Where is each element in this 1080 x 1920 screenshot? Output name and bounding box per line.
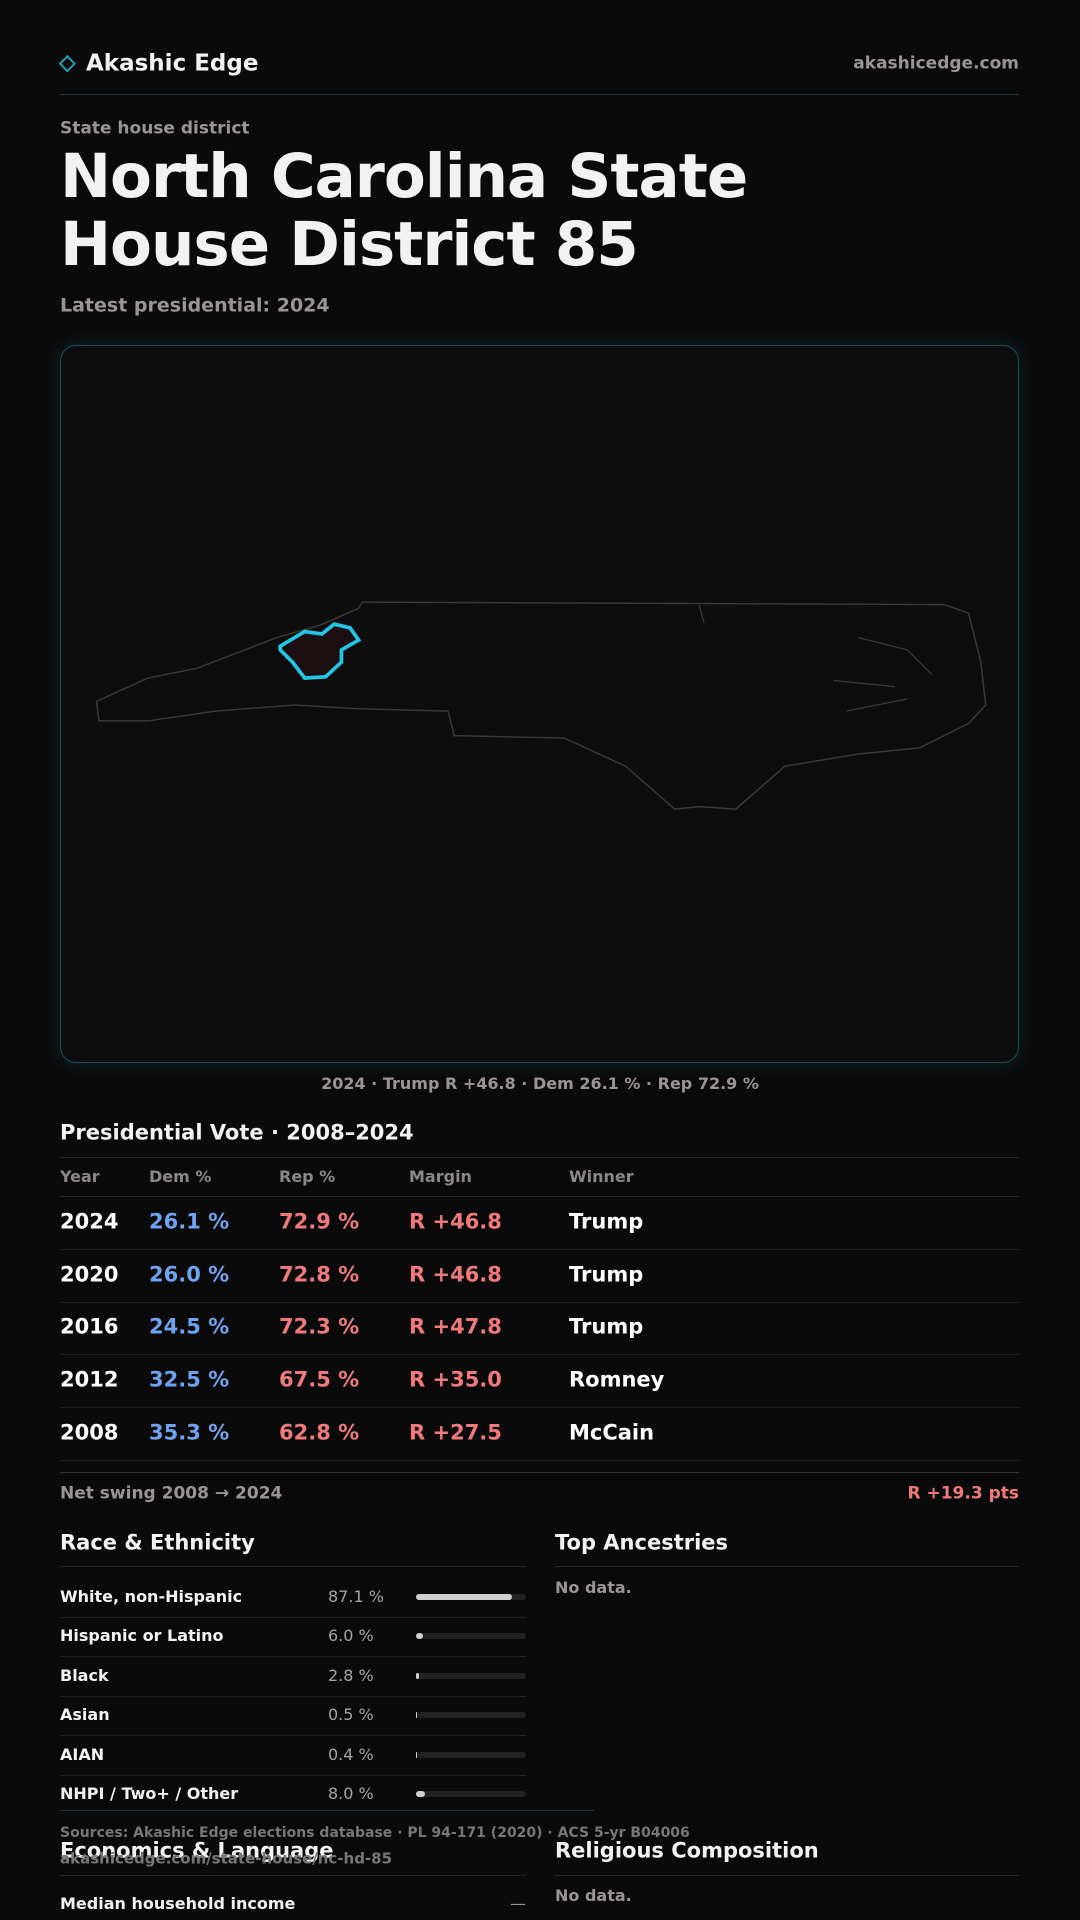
race-title: Race & Ethnicity: [60, 1530, 255, 1555]
table-cell: 72.9 %: [279, 1209, 360, 1234]
religion-rule: [555, 1875, 1019, 1876]
ancestry-rule: [555, 1566, 1019, 1567]
race-share: 0.4 %: [328, 1744, 374, 1764]
race-label: Hispanic or Latino: [60, 1626, 224, 1646]
brand: Akashic Edge: [86, 50, 259, 77]
district-map: [95, 601, 987, 810]
table-cell: 2024: [60, 1209, 119, 1234]
religion-title: Religious Composition: [555, 1838, 819, 1863]
table-cell: R +35.0: [409, 1367, 502, 1392]
column-header: Dem %: [149, 1167, 212, 1186]
domain[interactable]: akashicedge.com: [853, 53, 1019, 74]
table-cell: Romney: [569, 1367, 665, 1392]
race-share: 2.8 %: [328, 1665, 374, 1685]
table-cell: 72.3 %: [279, 1314, 360, 1339]
race-share: 0.5 %: [328, 1705, 374, 1725]
row-rule: [60, 1656, 526, 1658]
table-cell: McCain: [569, 1420, 655, 1445]
row-rule: [60, 1249, 1019, 1250]
row-rule: [60, 1354, 1019, 1356]
footer-rule: [60, 1810, 594, 1811]
share-bar: [416, 1633, 423, 1640]
economics-label: Median household income: [60, 1894, 296, 1913]
table-cell: Trump: [569, 1209, 644, 1234]
share-bar: [416, 1672, 420, 1679]
share-bar: [416, 1791, 425, 1797]
page-title: North Carolina State House District 85: [60, 141, 748, 280]
table-cell: 26.1 %: [149, 1209, 230, 1234]
swing-value: R +19.3 pts: [907, 1483, 1019, 1504]
race-label: AIAN: [60, 1744, 105, 1764]
table-cell: 2020: [60, 1262, 119, 1287]
row-rule: [60, 1695, 526, 1697]
table-title: Presidential Vote · 2008–2024: [60, 1120, 414, 1145]
row-rule: [60, 1407, 1019, 1409]
row-rule: [60, 1617, 526, 1618]
sources: Sources: Akashic Edge elections database…: [60, 1825, 690, 1841]
table-cell: 32.5 %: [149, 1367, 230, 1392]
race-share: 6.0 %: [328, 1626, 374, 1646]
economics-value: —: [510, 1894, 526, 1913]
table-cell: R +47.8: [409, 1314, 502, 1339]
ancestry-title: Top Ancestries: [555, 1530, 729, 1555]
map-caption: 2024 · Trump R +46.8 · Dem 26.1 % · Rep …: [321, 1074, 759, 1093]
share-bar: [416, 1712, 417, 1719]
table-cell: 2008: [60, 1420, 119, 1445]
table-cell: 26.0 %: [149, 1262, 230, 1287]
race-share: 87.1 %: [328, 1587, 384, 1606]
economics-title: Economics & Language: [60, 1838, 334, 1863]
bar-track: [416, 1712, 526, 1719]
table-cell: Trump: [569, 1314, 644, 1339]
table-cell: 67.5 %: [279, 1367, 360, 1392]
subtitle: Latest presidential: 2024: [60, 294, 330, 317]
bar-track: [416, 1672, 526, 1679]
row-rule: [60, 1301, 1019, 1303]
footer-url[interactable]: akashicedge.com/state-house/nc-hd-85: [60, 1849, 393, 1868]
table-cell: R +46.8: [409, 1209, 502, 1234]
share-bar: [416, 1594, 512, 1600]
table-cell: 2012: [60, 1367, 119, 1392]
table-cell: 72.8 %: [279, 1262, 360, 1287]
table-cell: 35.3 %: [149, 1420, 230, 1445]
table-cell: 62.8 %: [279, 1420, 360, 1445]
map-panel: [60, 345, 1019, 1063]
bar-track: [416, 1633, 526, 1640]
race-label: Asian: [60, 1705, 110, 1725]
row-rule: [60, 1735, 526, 1737]
row-rule: [60, 1459, 1019, 1461]
coast-lines: [698, 604, 933, 712]
swing-label: Net swing 2008 → 2024: [60, 1483, 283, 1504]
race-label: White, non-Hispanic: [60, 1587, 243, 1606]
table-cell: Trump: [569, 1262, 644, 1287]
column-header: Year: [60, 1167, 100, 1186]
column-header: Rep %: [279, 1167, 336, 1186]
race-share: 8.0 %: [328, 1784, 374, 1803]
bar-track: [416, 1751, 526, 1758]
header-rule: [60, 94, 1019, 95]
table-rule: [60, 1157, 1019, 1158]
race-label: Black: [60, 1665, 109, 1685]
race-rule: [60, 1566, 526, 1567]
table-cell: R +27.5: [409, 1420, 502, 1445]
table-cell: 24.5 %: [149, 1314, 230, 1339]
column-header: Winner: [569, 1167, 634, 1186]
column-header: Margin: [409, 1167, 472, 1186]
economics-rule: [60, 1875, 526, 1876]
state-outline: [95, 601, 987, 810]
row-rule: [60, 1774, 526, 1776]
row-rule: [60, 1196, 1019, 1197]
ancestry-empty: No data.: [555, 1578, 632, 1597]
bar-track: [416, 1791, 526, 1797]
brand-icon: [58, 55, 76, 73]
race-label: NHPI / Two+ / Other: [60, 1784, 239, 1803]
swing-rule: [60, 1472, 1019, 1473]
district-shape: [278, 622, 362, 680]
table-cell: R +46.8: [409, 1262, 502, 1287]
kicker: State house district: [60, 118, 250, 139]
table-cell: 2016: [60, 1314, 119, 1339]
religion-empty: No data.: [555, 1886, 632, 1905]
